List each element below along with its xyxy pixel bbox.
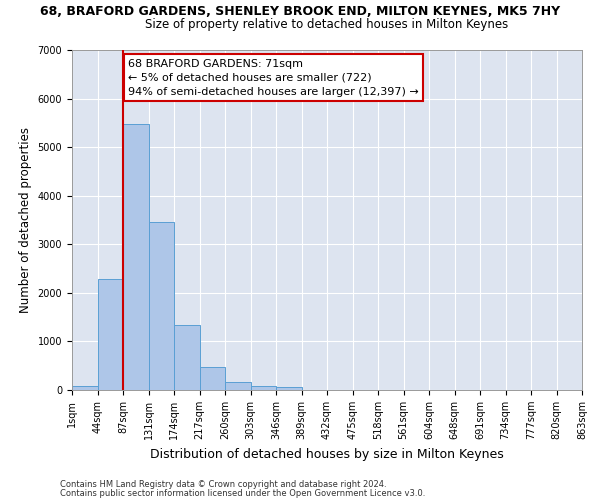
Bar <box>72 386 97 390</box>
Bar <box>225 382 251 390</box>
Text: Contains HM Land Registry data © Crown copyright and database right 2024.: Contains HM Land Registry data © Crown c… <box>60 480 386 489</box>
Bar <box>123 124 149 390</box>
Bar <box>174 326 199 390</box>
Text: 68, BRAFORD GARDENS, SHENLEY BROOK END, MILTON KEYNES, MK5 7HY: 68, BRAFORD GARDENS, SHENLEY BROOK END, … <box>40 5 560 18</box>
Bar <box>199 367 225 390</box>
X-axis label: Distribution of detached houses by size in Milton Keynes: Distribution of detached houses by size … <box>150 448 504 460</box>
Bar <box>251 386 276 390</box>
Text: 68 BRAFORD GARDENS: 71sqm
← 5% of detached houses are smaller (722)
94% of semi-: 68 BRAFORD GARDENS: 71sqm ← 5% of detach… <box>128 58 419 96</box>
Bar <box>149 222 174 390</box>
Text: Contains public sector information licensed under the Open Government Licence v3: Contains public sector information licen… <box>60 489 425 498</box>
Y-axis label: Number of detached properties: Number of detached properties <box>19 127 32 313</box>
Bar <box>276 388 302 390</box>
Title: Size of property relative to detached houses in Milton Keynes: Size of property relative to detached ho… <box>145 18 509 31</box>
Bar <box>97 280 123 390</box>
